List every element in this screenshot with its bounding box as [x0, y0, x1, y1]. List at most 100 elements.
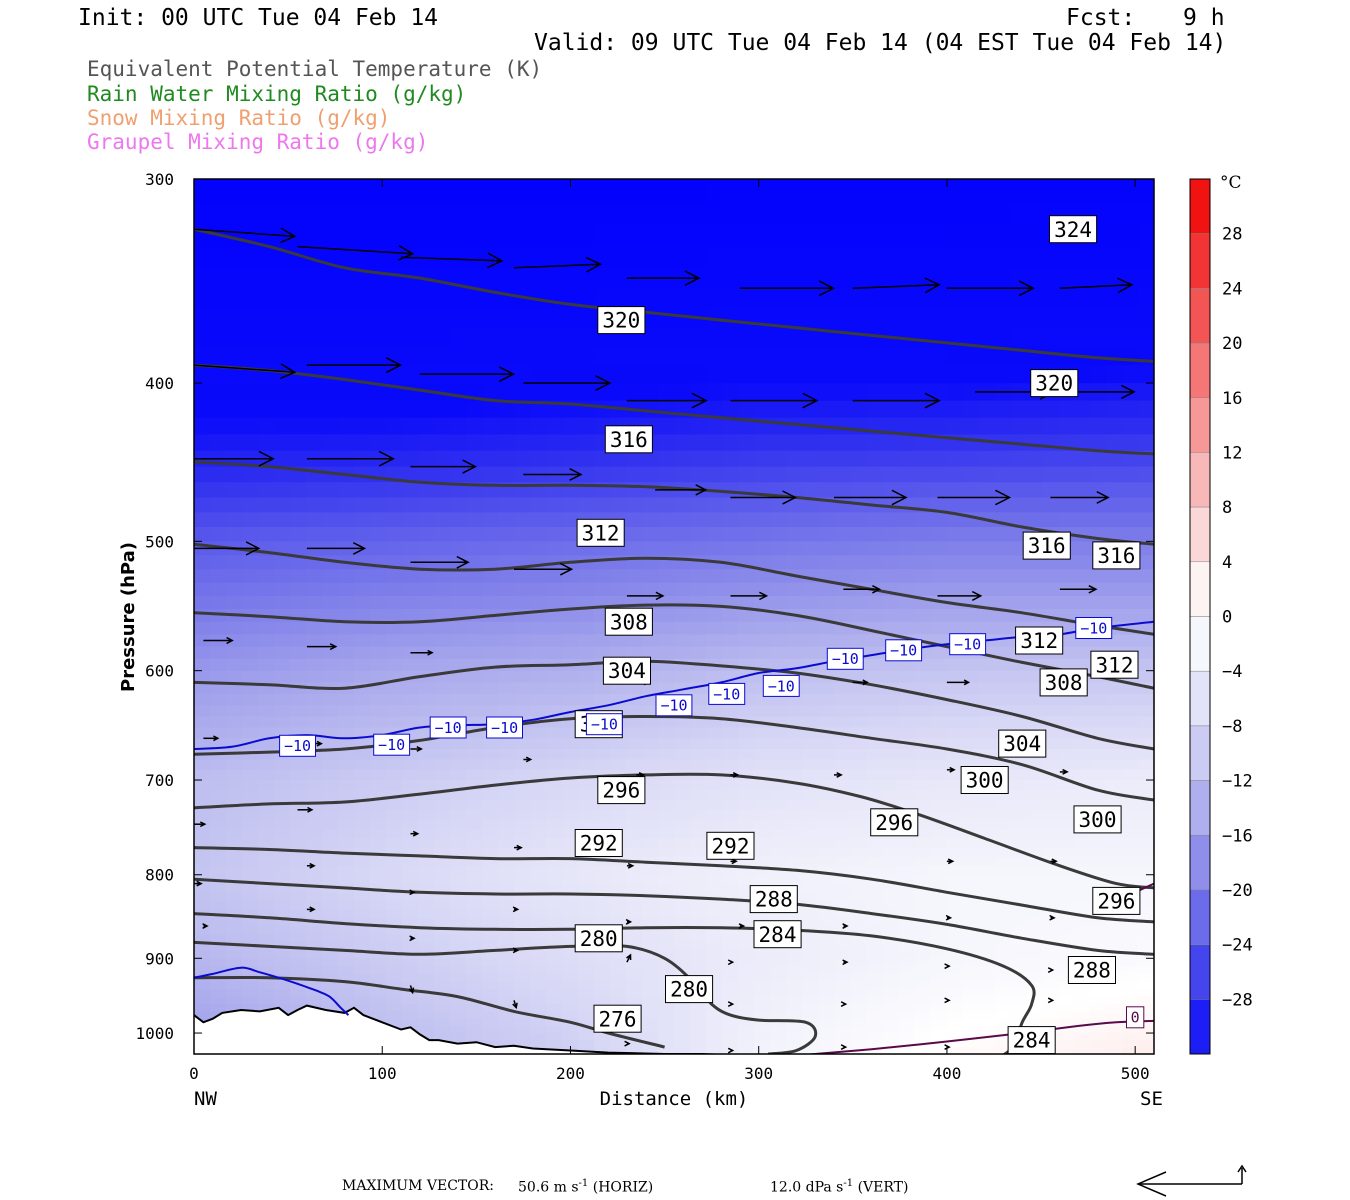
theta-e-label-308-box	[604, 607, 653, 636]
temperature-cell	[482, 874, 499, 885]
temperature-cell	[994, 900, 1011, 911]
temperature-cell	[354, 769, 371, 781]
temperature-cell	[1042, 892, 1059, 902]
temperature-cell	[818, 819, 835, 830]
temperature-cell	[642, 780, 659, 791]
temperature-cell	[498, 883, 515, 894]
temperature-cell	[626, 716, 643, 729]
temperature-cell	[1138, 482, 1154, 499]
temperature-cell	[386, 958, 403, 967]
temperature-cell	[946, 400, 963, 419]
temperature-cell	[834, 434, 851, 452]
temperature-cell	[754, 582, 771, 597]
temperature-cell	[258, 400, 275, 419]
temperature-cell	[930, 1047, 947, 1054]
temperature-cell	[850, 989, 867, 998]
temperature-cell	[274, 865, 291, 876]
temperature-cell	[514, 417, 531, 436]
horiz-unit: (HORIZ)	[592, 1179, 654, 1196]
temperature-cell	[754, 727, 771, 740]
temperature-cell	[706, 950, 723, 960]
temperature-cell	[434, 1004, 451, 1013]
temperature-cell	[1010, 555, 1027, 570]
temperature-cell	[402, 917, 419, 927]
temperature-cell	[690, 716, 707, 729]
temperature-cell	[930, 883, 947, 894]
temperature-cell	[930, 224, 947, 248]
temperature-cell	[1026, 466, 1043, 483]
temperature-cell	[626, 450, 643, 468]
temperature-cell	[370, 497, 387, 514]
temperature-cell	[658, 179, 675, 204]
temperature-cell	[978, 838, 995, 849]
temperature-cell	[866, 926, 883, 935]
temperature-cell	[530, 400, 547, 419]
temperature-cell	[722, 466, 739, 483]
temperature-cell	[770, 417, 787, 436]
temperature-cell	[466, 769, 483, 781]
temperature-cell	[738, 512, 755, 528]
temperature-cell	[914, 365, 931, 384]
isotherm-label: −10	[373, 733, 411, 756]
temperature-cell	[1042, 989, 1059, 998]
temperature-cell	[370, 917, 387, 927]
temperature-cell	[914, 780, 931, 791]
temperature-cell	[1010, 1011, 1027, 1020]
temperature-cell	[802, 527, 819, 543]
temperature-cell	[850, 308, 867, 329]
temperature-cell	[370, 288, 387, 310]
temperature-cell	[722, 917, 739, 927]
temperature-cell	[306, 582, 323, 597]
temperature-cell	[498, 966, 515, 975]
temperature-cell	[450, 541, 467, 557]
temperature-cell	[530, 738, 547, 750]
temperature-cell	[898, 958, 915, 967]
isotherm-label: −10	[655, 694, 693, 717]
temperature-cell	[770, 1011, 787, 1020]
temperature-cell	[562, 267, 579, 290]
temperature-cell	[658, 346, 675, 366]
temperature-cell	[498, 179, 515, 204]
temperature-cell	[306, 934, 323, 944]
temperature-cell	[722, 417, 739, 436]
temperature-cell	[450, 958, 467, 967]
temperature-cell	[530, 693, 547, 706]
temperature-cell	[1138, 609, 1154, 623]
temperature-cell	[978, 856, 995, 867]
temperature-cell	[466, 634, 483, 648]
temperature-cell	[994, 450, 1011, 468]
temperature-cell	[466, 883, 483, 894]
temperature-cell	[658, 909, 675, 919]
temperature-cell	[770, 1040, 787, 1048]
temperature-cell	[738, 981, 755, 990]
temperature-cell	[1026, 1004, 1043, 1013]
temperature-cell	[274, 716, 291, 729]
temperature-cell	[754, 224, 771, 248]
temperature-cell	[274, 917, 291, 927]
temperature-cell	[274, 646, 291, 660]
colorbar-swatch	[1189, 889, 1211, 945]
temperature-cell	[466, 716, 483, 729]
temperature-cell	[514, 909, 531, 919]
temperature-cell	[450, 973, 467, 983]
temperature-cell	[434, 512, 451, 528]
temperature-cell	[818, 727, 835, 740]
temperature-cell	[242, 819, 259, 830]
temperature-cell	[530, 512, 547, 528]
temperature-cell	[818, 759, 835, 771]
temperature-cell	[978, 1040, 995, 1048]
temperature-cell	[546, 727, 563, 740]
temperature-cell	[882, 1018, 899, 1027]
temperature-cell	[674, 819, 691, 830]
wind-vector-head	[949, 766, 956, 773]
temperature-cell	[466, 670, 483, 684]
temperature-cell	[370, 909, 387, 919]
isotherm-label-text: −10	[713, 685, 740, 703]
temperature-cell	[578, 738, 595, 750]
temperature-cell	[786, 634, 803, 648]
temperature-cell	[834, 497, 851, 514]
temperature-cell	[738, 308, 755, 329]
temperature-cell	[418, 847, 435, 858]
temperature-cell	[1010, 1018, 1027, 1027]
temperature-cell	[1106, 569, 1123, 584]
